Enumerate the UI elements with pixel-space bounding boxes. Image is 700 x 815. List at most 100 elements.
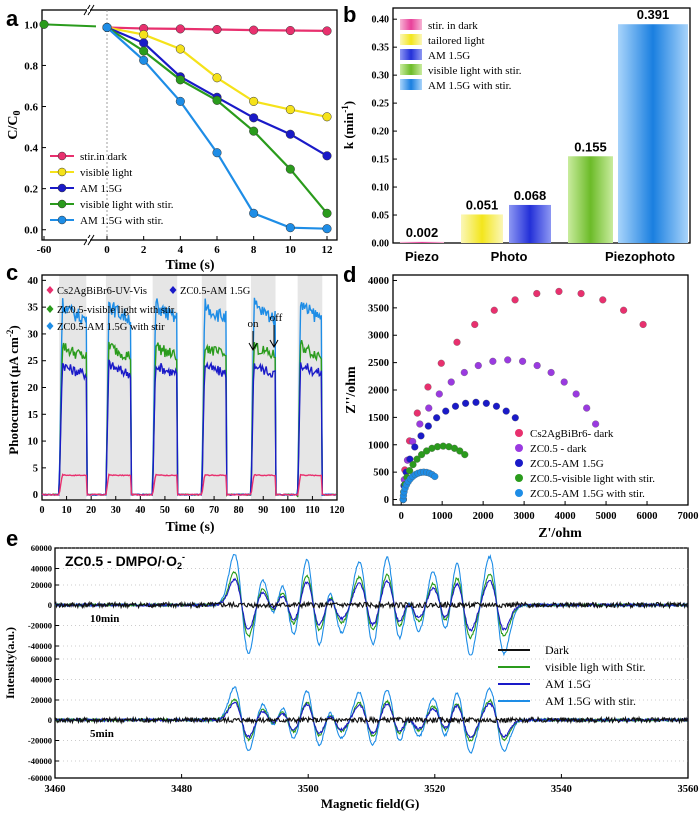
x-tick-label: 20 bbox=[86, 505, 96, 516]
x-axis-title: Z'/ohm bbox=[538, 526, 582, 541]
legend-marker bbox=[46, 286, 54, 294]
data-point bbox=[249, 96, 259, 106]
y-tick-label: 1000 bbox=[368, 440, 389, 451]
impedance-point bbox=[413, 455, 421, 463]
y-tick-label: 0.8 bbox=[24, 60, 38, 72]
bar-value-label: 0.391 bbox=[637, 7, 670, 22]
impedance-point bbox=[460, 368, 468, 377]
impedance-point bbox=[471, 320, 479, 329]
data-point bbox=[285, 164, 295, 174]
group-label-10min: 10min bbox=[90, 613, 119, 625]
impedance-point bbox=[599, 296, 607, 304]
legend-marker bbox=[57, 151, 67, 161]
y-tick-label: 0.0 bbox=[24, 225, 38, 237]
y-tick-label: 0.4 bbox=[24, 143, 38, 155]
legend-entry: AM 1.5G bbox=[545, 677, 591, 691]
y-axis-title: Z''/ohm bbox=[344, 366, 359, 414]
y-tick-label: 40000 bbox=[31, 564, 52, 574]
bar bbox=[400, 241, 444, 243]
annotation-on: on bbox=[248, 318, 260, 330]
impedance-point bbox=[639, 320, 647, 329]
x-tick-label: 100 bbox=[280, 505, 295, 516]
y-tick-label: 0.2 bbox=[24, 184, 38, 196]
y-tick-label: -20000 bbox=[28, 621, 52, 631]
x-axis-title: Time (s) bbox=[165, 258, 214, 273]
data-point bbox=[139, 46, 149, 56]
impedance-point bbox=[482, 399, 490, 407]
x-tick-label: 4000 bbox=[555, 511, 576, 522]
panel-d-plot-frame bbox=[392, 274, 689, 506]
x-tick-label: 3480 bbox=[171, 784, 192, 795]
x-tick-label: 2000 bbox=[473, 511, 494, 522]
series-line bbox=[106, 26, 328, 215]
legend-swatch bbox=[400, 34, 422, 45]
data-point bbox=[175, 24, 185, 34]
y-tick-label: 40000 bbox=[31, 675, 52, 685]
data-point bbox=[212, 24, 222, 35]
bar-value-label: 0.155 bbox=[574, 139, 607, 154]
y-tick-label: 0 bbox=[384, 495, 389, 506]
impedance-point bbox=[413, 409, 421, 417]
y-tick-label: 35 bbox=[28, 303, 39, 314]
y-tick-label: 25 bbox=[28, 356, 39, 367]
pre-equilibrium-line bbox=[43, 23, 97, 28]
impedance-point bbox=[418, 451, 426, 459]
panel-letter-b: b bbox=[343, 2, 356, 27]
y-tick-label: 30 bbox=[28, 329, 39, 340]
x-tick-label: 70 bbox=[209, 505, 219, 516]
legend-swatch bbox=[400, 64, 422, 75]
y-tick-label: 20000 bbox=[31, 695, 52, 705]
legend-entry: ZC0.5-visible light with stir. bbox=[57, 305, 176, 316]
impedance-point bbox=[502, 407, 510, 415]
epr-spectrum bbox=[54, 600, 689, 610]
data-point bbox=[249, 25, 259, 35]
bar-value-label: 0.051 bbox=[466, 197, 499, 212]
legend-entry: ZC0.5-AM 1.5G with stir bbox=[57, 322, 165, 333]
panel-e-chart: 60000 40000 20000 0 -20000 -40000 60000 40000 20… bbox=[3, 543, 699, 811]
y-tick-label: 0.05 bbox=[372, 211, 390, 222]
panel-a-chart: 0.0 0.2 0.4 0.6 0.8 1.0 -60 0 2 4 6 8 10 12 Time (s) C/… bbox=[6, 4, 338, 273]
x-tick-label: 3540 bbox=[551, 784, 572, 795]
legend-marker bbox=[515, 459, 523, 467]
photocurrent-trace bbox=[42, 473, 337, 497]
legend-entry: AM 1.5G with stir. bbox=[428, 80, 512, 92]
y-tick-label: 0.40 bbox=[372, 15, 390, 26]
y-tick-label: 40 bbox=[28, 276, 39, 287]
legend-entry: ZC0.5 - dark bbox=[530, 443, 587, 455]
y-tick-label: 500 bbox=[373, 468, 389, 479]
x-tick-label: 6000 bbox=[637, 511, 658, 522]
data-point bbox=[249, 113, 259, 123]
arrow-on bbox=[248, 331, 258, 352]
category-label: Photo bbox=[491, 249, 528, 264]
x-tick-label: 8 bbox=[251, 244, 257, 256]
y-tick-label: 0.00 bbox=[372, 239, 390, 250]
impedance-point bbox=[572, 390, 580, 398]
y-tick-label: 60000 bbox=[31, 654, 52, 664]
x-tick-label: 120 bbox=[330, 505, 345, 516]
legend-marker bbox=[57, 183, 67, 193]
y-tick-label: 4000 bbox=[368, 276, 389, 287]
impedance-point bbox=[511, 414, 519, 422]
legend-entry: AM 1.5G with stir. bbox=[545, 694, 636, 708]
impedance-point bbox=[492, 402, 501, 410]
data-point bbox=[175, 96, 185, 106]
legend-swatch bbox=[400, 19, 422, 30]
x-tick-label: 6 bbox=[214, 244, 220, 256]
y-axis-title: Photocurrent (μA cm-2) bbox=[5, 325, 21, 454]
x-tick-label: 3500 bbox=[298, 784, 319, 795]
group-label-5min: 5min bbox=[90, 728, 114, 740]
x-tick-label: 50 bbox=[160, 505, 170, 516]
data-point bbox=[322, 26, 332, 36]
legend-marker bbox=[57, 199, 67, 209]
data-point bbox=[285, 223, 295, 233]
legend-entry: AM 1.5G bbox=[428, 50, 470, 62]
impedance-point bbox=[416, 420, 424, 428]
x-tick-label: 0 bbox=[399, 511, 404, 522]
light-on-band bbox=[297, 275, 323, 500]
legend-entry: Cs2AgBiBr6- dark bbox=[530, 428, 614, 440]
legend-entry: Cs2AgBiBr6-UV-Vis bbox=[57, 286, 147, 297]
impedance-point bbox=[437, 359, 445, 367]
y-tick-label: 3000 bbox=[368, 331, 389, 342]
data-point bbox=[175, 44, 185, 54]
